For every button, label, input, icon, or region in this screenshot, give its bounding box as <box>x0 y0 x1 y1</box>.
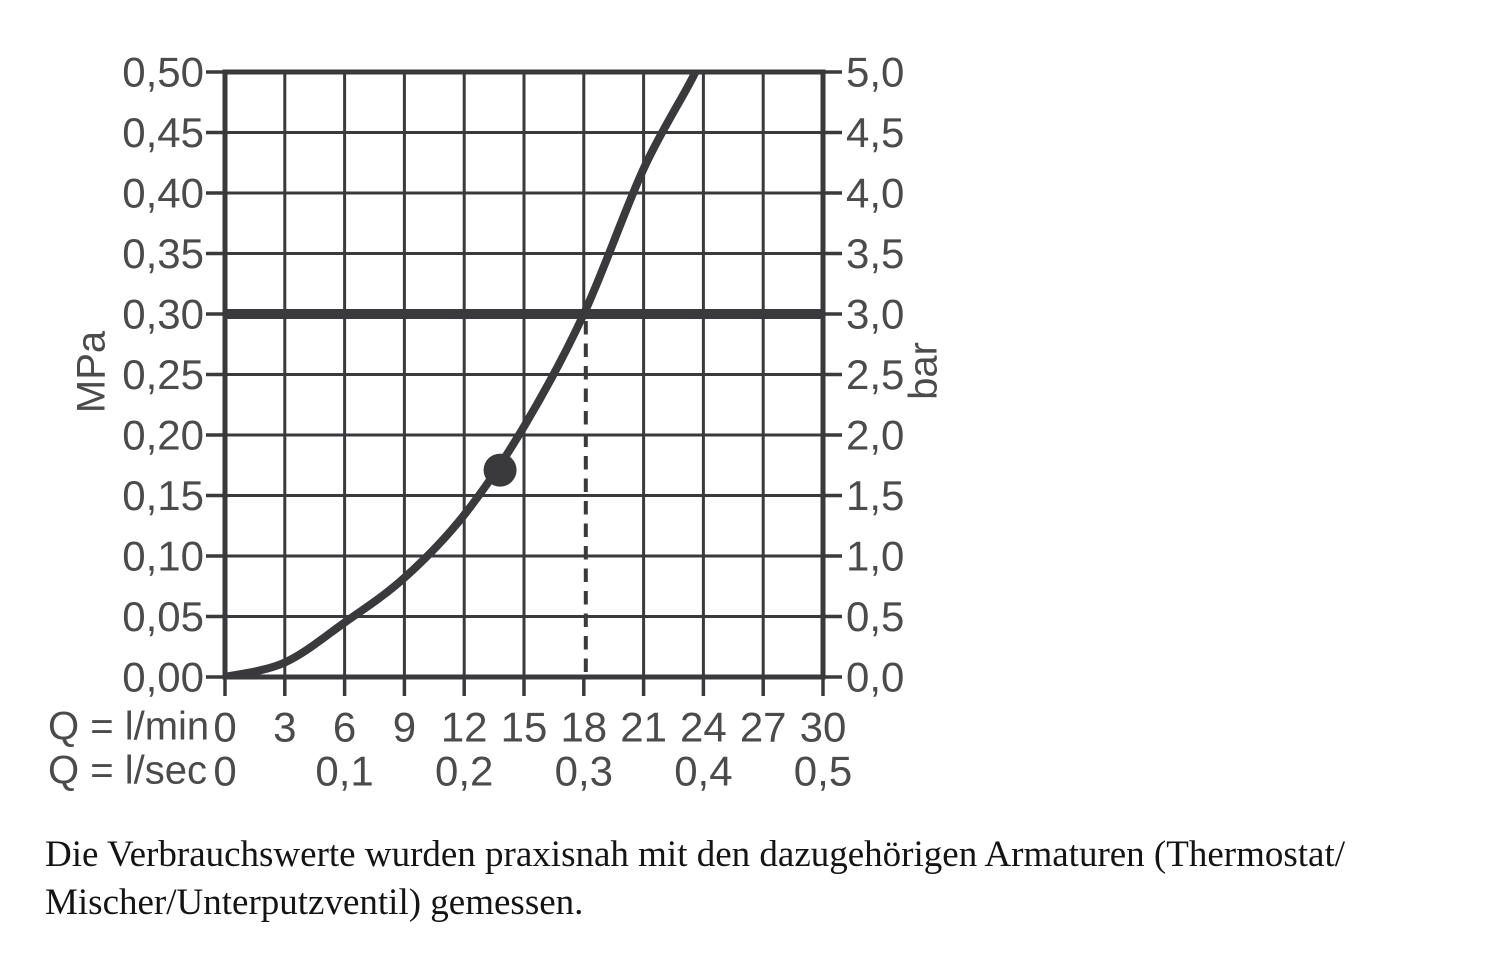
x-lmin-tick-label: 6 <box>333 704 356 751</box>
y-right-tick-label: 5,0 <box>846 49 904 96</box>
y-right-tick-label: 1,5 <box>846 472 904 519</box>
x-lmin-tick-label: 0 <box>213 704 236 751</box>
y-left-tick-label: 0,40 <box>122 170 204 217</box>
x-axis-lmin-label: Q = l/min <box>48 704 210 749</box>
x-lmin-tick-label: 21 <box>620 704 667 751</box>
y-right-axis-unit-label: bar <box>901 342 946 400</box>
y-left-tick-label: 0,50 <box>122 49 204 96</box>
x-lmin-tick-label: 27 <box>740 704 787 751</box>
x-lsec-tick-label: 0 <box>213 748 236 795</box>
x-lmin-tick-label: 30 <box>800 704 847 751</box>
y-right-tick-label: 4,5 <box>846 109 904 156</box>
x-lsec-tick-label: 0,5 <box>794 748 852 795</box>
y-right-tick-label: 1,0 <box>846 533 904 580</box>
operating-point-marker <box>483 453 517 487</box>
x-lmin-tick-label: 15 <box>501 704 548 751</box>
y-right-tick-label: 2,5 <box>846 351 904 398</box>
y-left-tick-label: 0,00 <box>122 654 204 701</box>
x-lmin-tick-label: 24 <box>680 704 727 751</box>
y-right-tick-label: 3,0 <box>846 291 904 338</box>
y-left-tick-label: 0,15 <box>122 472 204 519</box>
x-lmin-tick-label: 12 <box>441 704 488 751</box>
y-right-tick-label: 4,0 <box>846 170 904 217</box>
x-lsec-tick-label: 0,1 <box>315 748 373 795</box>
y-right-tick-label: 0,0 <box>846 654 904 701</box>
note-line-2: Mischer/Unterputzventil) gemessen. <box>45 882 584 923</box>
x-lmin-tick-label: 18 <box>560 704 607 751</box>
x-lsec-tick-label: 0,2 <box>435 748 493 795</box>
flow-curve <box>225 72 700 677</box>
y-right-tick-label: 3,5 <box>846 230 904 277</box>
y-right-tick-label: 2,0 <box>846 412 904 459</box>
plot-border <box>222 69 826 680</box>
y-left-tick-label: 0,35 <box>122 230 204 277</box>
y-left-tick-label: 0,25 <box>122 351 204 398</box>
y-left-tick-label: 0,45 <box>122 109 204 156</box>
x-lmin-tick-label: 3 <box>273 704 296 751</box>
y-left-axis-unit-label: MPa <box>69 330 114 414</box>
x-lsec-tick-label: 0,3 <box>555 748 613 795</box>
y-left-tick-label: 0,20 <box>122 412 204 459</box>
x-lmin-tick-label: 9 <box>393 704 416 751</box>
measurement-note: Die Verbrauchswerte wurden praxisnah mit… <box>45 831 1445 927</box>
note-line-1: Die Verbrauchswerte wurden praxisnah mit… <box>45 834 1346 875</box>
y-left-tick-label: 0,10 <box>122 533 204 580</box>
y-left-tick-label: 0,05 <box>122 593 204 640</box>
y-right-tick-label: 0,5 <box>846 593 904 640</box>
flow-pressure-chart: 0,500,450,400,350,300,250,200,150,100,05… <box>122 49 904 795</box>
y-left-tick-label: 0,30 <box>122 291 204 338</box>
x-axis-lsec-label: Q = l/sec <box>48 748 207 793</box>
x-lsec-tick-label: 0,4 <box>674 748 732 795</box>
